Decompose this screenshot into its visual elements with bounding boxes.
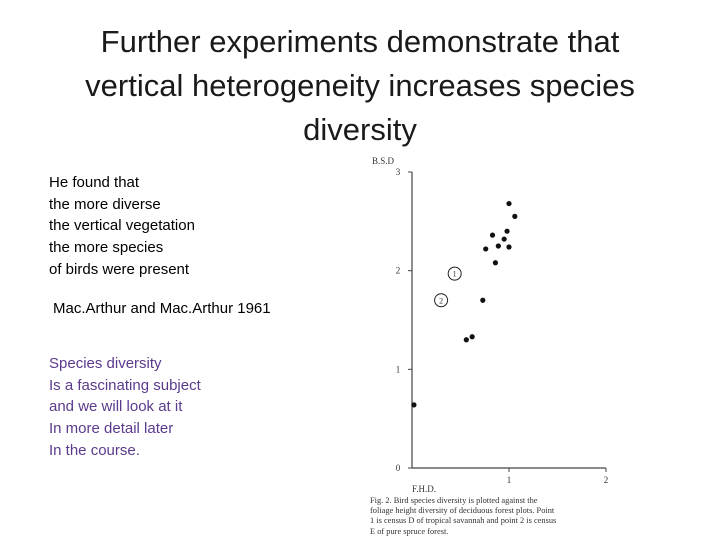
y-tick-label: 1 bbox=[396, 364, 401, 374]
y-tick-label: 3 bbox=[396, 167, 401, 177]
caption-line: foliage height diversity of deciduous fo… bbox=[370, 506, 555, 516]
aside-text: Species diversity Is a fascinating subje… bbox=[49, 353, 201, 462]
scatter-point bbox=[506, 244, 512, 250]
aside-line: Is a fascinating subject bbox=[49, 376, 201, 394]
aside-line: Species diversity bbox=[49, 355, 162, 372]
y-ticks: 0 1 2 3 bbox=[396, 167, 412, 473]
y-tick-label: 0 bbox=[396, 463, 401, 473]
caption-line: E of pure spruce forest. bbox=[370, 526, 449, 536]
aside-line: In the course. bbox=[49, 441, 140, 459]
scatter-point bbox=[469, 334, 475, 340]
scatter-point bbox=[506, 200, 512, 207]
citation-text: Mac.Arthur and Mac.Arthur 1961 bbox=[53, 298, 271, 320]
finding-line: of birds were present bbox=[49, 260, 190, 278]
special-points: 12 bbox=[434, 266, 462, 308]
scatter-point bbox=[512, 213, 518, 219]
scatter-point bbox=[480, 297, 486, 303]
title-line: Further experiments demonstrate that bbox=[100, 24, 620, 59]
scatter-point bbox=[492, 260, 499, 266]
finding-text: He found that the more diverse the verti… bbox=[49, 172, 195, 281]
scatter-point bbox=[411, 402, 417, 408]
finding-line: the more species bbox=[49, 239, 164, 257]
x-tick-label: 2 bbox=[604, 475, 609, 485]
y-axis-label: B.S.D bbox=[372, 156, 395, 166]
finding-line: He found that bbox=[49, 174, 140, 191]
scatter-point bbox=[483, 246, 489, 252]
scatter-point bbox=[504, 228, 510, 234]
y-tick-label: 2 bbox=[396, 266, 401, 276]
figure-caption: Fig. 2. Bird species diversity is plotte… bbox=[370, 496, 618, 537]
slide-title: Further experiments demonstrate that ver… bbox=[40, 20, 680, 152]
caption-line: Fig. 2. Bird species diversity is plotte… bbox=[370, 496, 538, 505]
citation-line: Mac.Arthur and Mac.Arthur 1961 bbox=[53, 300, 271, 317]
caption-line: 1 is census D of tropical savannah and p… bbox=[370, 516, 557, 526]
scatter-point bbox=[489, 232, 496, 238]
title-line: diversity bbox=[303, 112, 417, 147]
x-tick-label: 1 bbox=[507, 475, 512, 485]
finding-line: the vertical vegetation bbox=[49, 217, 195, 235]
special-point-ring bbox=[434, 293, 449, 308]
x-axis-label: F.H.D. bbox=[412, 484, 436, 494]
aside-line: In more detail later bbox=[49, 420, 174, 438]
special-point-ring bbox=[447, 266, 462, 281]
scatter-point bbox=[495, 243, 501, 249]
special-point-label: 2 bbox=[439, 296, 443, 305]
special-point-label: 1 bbox=[453, 270, 457, 279]
aside-line: and we will look at it bbox=[49, 398, 183, 416]
data-points bbox=[411, 200, 518, 408]
scatter-point bbox=[501, 236, 507, 242]
title-line: vertical heterogeneity increases species bbox=[85, 68, 635, 103]
finding-line: the more diverse bbox=[49, 195, 161, 213]
scatter-point bbox=[463, 337, 469, 343]
